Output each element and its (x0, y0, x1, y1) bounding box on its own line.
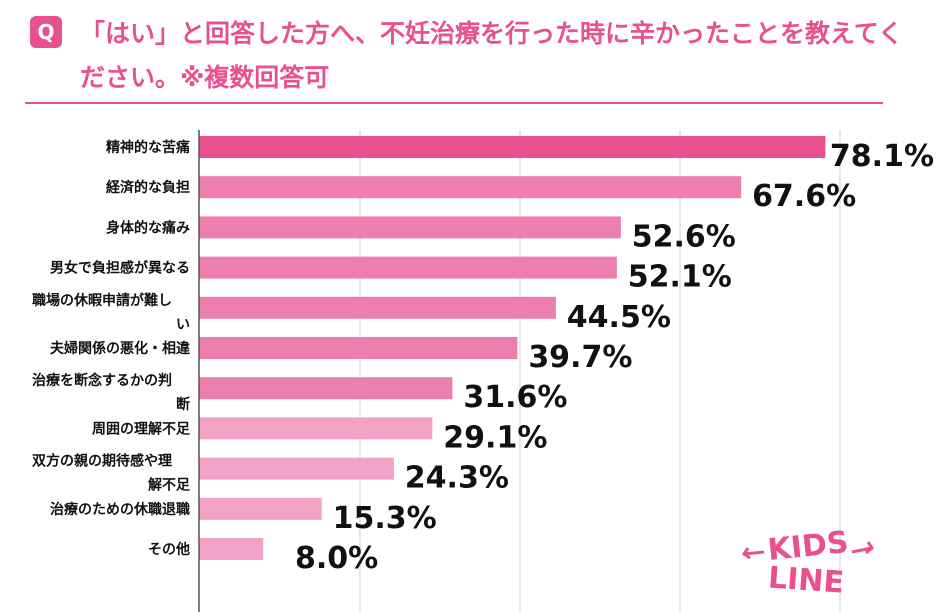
value-label: 44.5% (567, 300, 671, 335)
bar (199, 296, 556, 319)
category-label: 治療を断念するかの判断 (32, 372, 190, 413)
logo-arm-left (741, 547, 765, 560)
bars (199, 136, 826, 560)
category-labels: 精神的な苦痛経済的な負担身体的な痛み男女で負担感が異なる職場の休暇申請が難しい夫… (32, 139, 191, 558)
question-badge: Q (30, 16, 62, 48)
bar (199, 176, 742, 199)
title-divider (25, 102, 883, 104)
bar (199, 497, 322, 520)
value-label: 39.7% (528, 340, 632, 375)
value-label: 15.3% (333, 501, 437, 536)
category-label: 周囲の理解不足 (92, 420, 191, 437)
bar (199, 216, 621, 239)
category-label: その他 (148, 541, 190, 558)
value-label: 52.6% (632, 219, 736, 254)
kidsline-logo: KIDS LINE (741, 525, 874, 601)
value-label: 31.6% (463, 380, 567, 415)
bar (199, 256, 617, 279)
grid-lines (198, 130, 841, 612)
value-label: 29.1% (443, 420, 547, 455)
value-label: 52.1% (628, 260, 732, 295)
value-labels: 78.1% 67.6% 52.6% 52.1% 44.5% 39.7% 31.6% 29.1%… (295, 139, 934, 576)
category-label: 双方の親の期待感や理解不足 (32, 453, 191, 494)
category-label: 経済的な負担 (106, 179, 190, 196)
category-label: 精神的な苦痛 (106, 139, 190, 156)
logo-arm-right (851, 541, 874, 555)
value-label: 8.0% (295, 541, 378, 576)
logo-line-2: LINE (767, 560, 845, 600)
logo-line-1: KIDS (766, 525, 850, 568)
question-title: 「はい」と回答した方へ、不妊治療を行った時に辛かったことを教えてください。※複数… (80, 19, 904, 92)
value-label: 67.6% (752, 179, 856, 214)
bar (199, 417, 433, 440)
bar (199, 337, 518, 359)
bar (199, 538, 264, 560)
category-label: 治療のための休職退職 (50, 501, 190, 518)
category-label: 職場の休暇申請が難しい (32, 292, 190, 333)
category-label: 男女で負担感が異なる (50, 260, 190, 277)
bar (199, 377, 453, 400)
category-label: 夫婦関係の悪化・相違 (50, 340, 190, 357)
bar (199, 136, 826, 158)
category-label: 身体的な痛み (106, 219, 190, 236)
bar (199, 457, 394, 480)
value-label: 24.3% (405, 461, 509, 496)
value-label: 78.1% (830, 139, 934, 174)
